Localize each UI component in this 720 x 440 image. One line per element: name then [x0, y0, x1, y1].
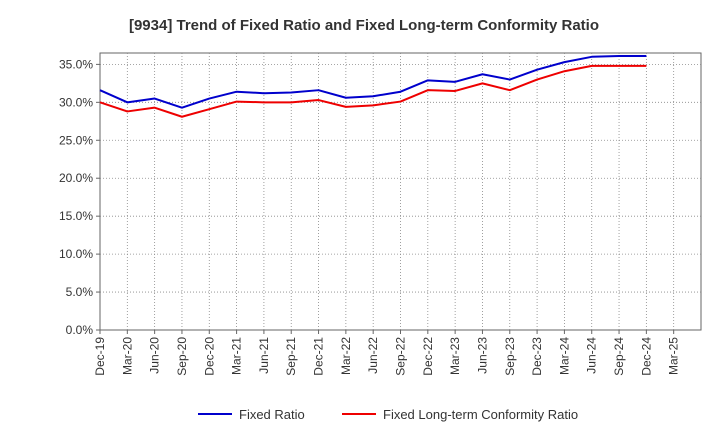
x-tick-label: Sep-24 [612, 337, 626, 376]
x-tick-label: Sep-23 [503, 337, 517, 376]
x-tick-label: Mar-23 [448, 337, 462, 375]
x-tick-label: Mar-22 [339, 337, 353, 375]
x-tick-label: Jun-24 [585, 337, 599, 374]
x-tick-label: Dec-20 [202, 337, 216, 376]
x-tick-label: Sep-22 [394, 337, 408, 376]
series-line-1 [99, 55, 647, 109]
y-tick-label: 0.0% [66, 323, 94, 337]
x-tick-label: Dec-24 [639, 337, 653, 376]
x-tick-label: Dec-19 [93, 337, 107, 376]
series-line-2 [99, 64, 647, 118]
legend-label-1: Fixed Ratio [239, 407, 305, 422]
x-tick-label: Dec-22 [421, 337, 435, 376]
x-tick-label: Jun-23 [475, 337, 489, 374]
x-tick-label: Mar-24 [557, 337, 571, 375]
x-tick-label: Jun-21 [257, 337, 271, 374]
x-tick-label: Sep-20 [175, 337, 189, 376]
x-tick-label: Jun-20 [148, 337, 162, 374]
chart-title: [9934] Trend of Fixed Ratio and Fixed Lo… [129, 17, 599, 34]
y-axis: 0.0% 5.0% 10.0% 15.0% 20.0% 25.0% 30.0% 35.0% [59, 57, 100, 337]
y-tick-label: 10.0% [59, 247, 93, 261]
y-tick-label: 25.0% [59, 133, 93, 147]
x-tick-label: Dec-23 [530, 337, 544, 376]
legend-label-2: Fixed Long-term Conformity Ratio [383, 407, 578, 422]
x-tick-label: Mar-21 [230, 337, 244, 375]
y-tick-label: 5.0% [66, 285, 94, 299]
x-tick-label: Mar-25 [667, 337, 681, 375]
y-tick-label: 20.0% [59, 171, 93, 185]
y-tick-label: 35.0% [59, 57, 93, 71]
legend: Fixed Ratio Fixed Long-term Conformity Ra… [198, 407, 578, 422]
x-tick-label: Dec-21 [312, 337, 326, 376]
x-tick-label: Jun-22 [366, 337, 380, 374]
x-tick-label: Mar-20 [120, 337, 134, 375]
x-tick-label: Sep-21 [284, 337, 298, 376]
series-group [99, 55, 647, 118]
y-tick-label: 15.0% [59, 209, 93, 223]
y-tick-label: 30.0% [59, 95, 93, 109]
x-axis: Dec-19 Mar-20 Jun-20 Sep-20 Dec-20 Mar-21 Jun-… [93, 330, 681, 376]
